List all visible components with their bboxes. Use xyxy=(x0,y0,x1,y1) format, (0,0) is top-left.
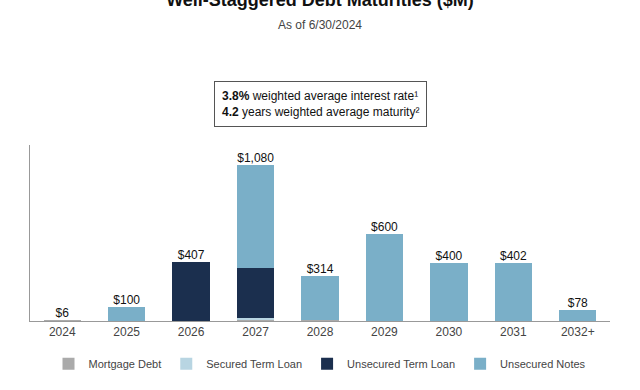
svg-text:$314: $314 xyxy=(307,262,334,276)
svg-text:Mortgage Debt: Mortgage Debt xyxy=(89,358,162,370)
svg-text:$78: $78 xyxy=(568,296,588,310)
svg-text:2031: 2031 xyxy=(500,325,527,339)
svg-text:$400: $400 xyxy=(436,249,463,263)
svg-text:Unsecured Term Loan: Unsecured Term Loan xyxy=(347,358,455,370)
svg-text:$407: $407 xyxy=(178,248,205,262)
svg-text:Well-Staggered Debt Maturities: Well-Staggered Debt Maturities ($M)As of… xyxy=(166,0,474,32)
svg-text:$600: $600 xyxy=(371,220,398,234)
svg-text:$402: $402 xyxy=(500,249,527,263)
svg-text:2026: 2026 xyxy=(178,325,205,339)
svg-text:Unsecured Notes: Unsecured Notes xyxy=(500,358,585,370)
svg-text:3.8% weighted average interest: 3.8% weighted average interest rate¹4.2 … xyxy=(222,89,419,119)
svg-text:2032+: 2032+ xyxy=(561,325,595,339)
svg-text:$100: $100 xyxy=(113,293,140,307)
svg-text:2028: 2028 xyxy=(307,325,334,339)
svg-text:2025: 2025 xyxy=(113,325,140,339)
svg-text:Secured Term Loan: Secured Term Loan xyxy=(206,358,302,370)
svg-text:2030: 2030 xyxy=(436,325,463,339)
svg-text:$1,080: $1,080 xyxy=(237,151,274,165)
svg-text:2029: 2029 xyxy=(371,325,398,339)
svg-text:2027: 2027 xyxy=(242,325,269,339)
svg-text:$6: $6 xyxy=(56,306,70,320)
svg-text:2024: 2024 xyxy=(49,325,76,339)
